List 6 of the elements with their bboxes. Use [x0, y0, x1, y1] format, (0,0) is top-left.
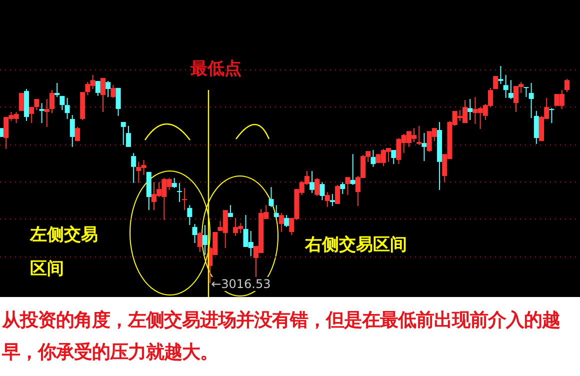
- annotation: ←3016.53: [211, 277, 271, 291]
- annotation: 右侧交易区间: [304, 235, 407, 255]
- text: 从投资的角度，左侧交易进场并没有错，但是在最低前出现前介入的越早，你承受的压力就越大。: [2, 308, 561, 365]
- annotation: 左侧交易: [29, 225, 98, 245]
- chart-title: 最低点: [190, 59, 242, 79]
- annotation: 区间: [30, 259, 64, 279]
